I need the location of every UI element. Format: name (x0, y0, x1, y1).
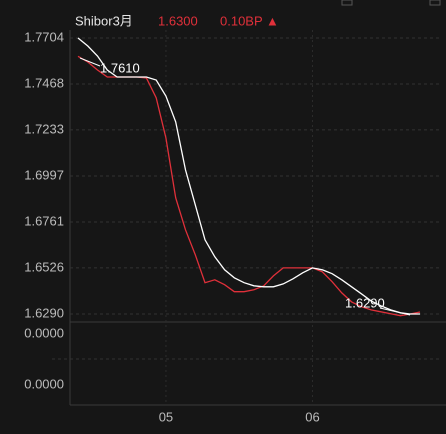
icon (341, 0, 353, 6)
line (77, 37, 420, 315)
plot: 1.7704 1.7468 1.7233 1.6997 1.6761 1.6526 1.62… (24, 29, 440, 424)
icon (429, 0, 441, 6)
y-tick-label: 1.6761 (24, 213, 64, 228)
y-tick-label: 1.6290 (24, 305, 64, 320)
x-tick-label: 05 (159, 409, 173, 424)
annotation-arrow (79, 57, 101, 67)
change: 0.10BP ▲ (220, 13, 279, 28)
annotation: 1.7610 (100, 60, 140, 75)
y-tick-label: 1.6997 (24, 167, 64, 182)
y-tick-label: 1.7704 (24, 29, 64, 44)
chart-title: Shibor3月 (75, 13, 133, 28)
y-tick-label: 0.0000 (24, 376, 64, 391)
x-tick-label: 06 (305, 409, 319, 424)
y-tick-label: 0.0000 (24, 325, 64, 340)
y-tick-label: 1.7233 (24, 121, 64, 136)
last-value: 1.6300 (158, 13, 198, 28)
annotation: 1.6290 (345, 295, 385, 310)
y-tick-label: 1.6526 (24, 259, 64, 274)
annotation-arrow (379, 307, 411, 316)
y-tick-label: 1.7468 (24, 75, 64, 90)
